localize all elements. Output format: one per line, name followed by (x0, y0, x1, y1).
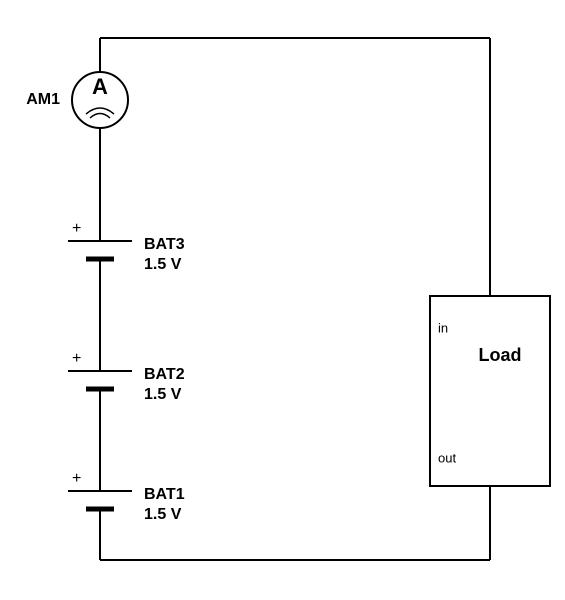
battery-voltage: 1.5 V (144, 506, 182, 523)
load-label: Load (479, 345, 522, 365)
battery-bat3 (68, 241, 132, 259)
battery-voltage: 1.5 V (144, 386, 182, 403)
battery-plus: + (72, 350, 81, 367)
battery-plus: + (72, 470, 81, 487)
battery-bat1 (68, 491, 132, 509)
battery-voltage: 1.5 V (144, 256, 182, 273)
battery-bat2 (68, 371, 132, 389)
ammeter-letter: A (92, 74, 108, 99)
load-pin-in: in (438, 320, 448, 335)
load-pin-out: out (438, 450, 456, 465)
ammeter: A (72, 72, 128, 128)
battery-name: BAT3 (144, 236, 185, 253)
battery-name: BAT2 (144, 366, 185, 383)
battery-name: BAT1 (144, 486, 185, 503)
ammeter-label: AM1 (26, 91, 60, 108)
battery-plus: + (72, 220, 81, 237)
